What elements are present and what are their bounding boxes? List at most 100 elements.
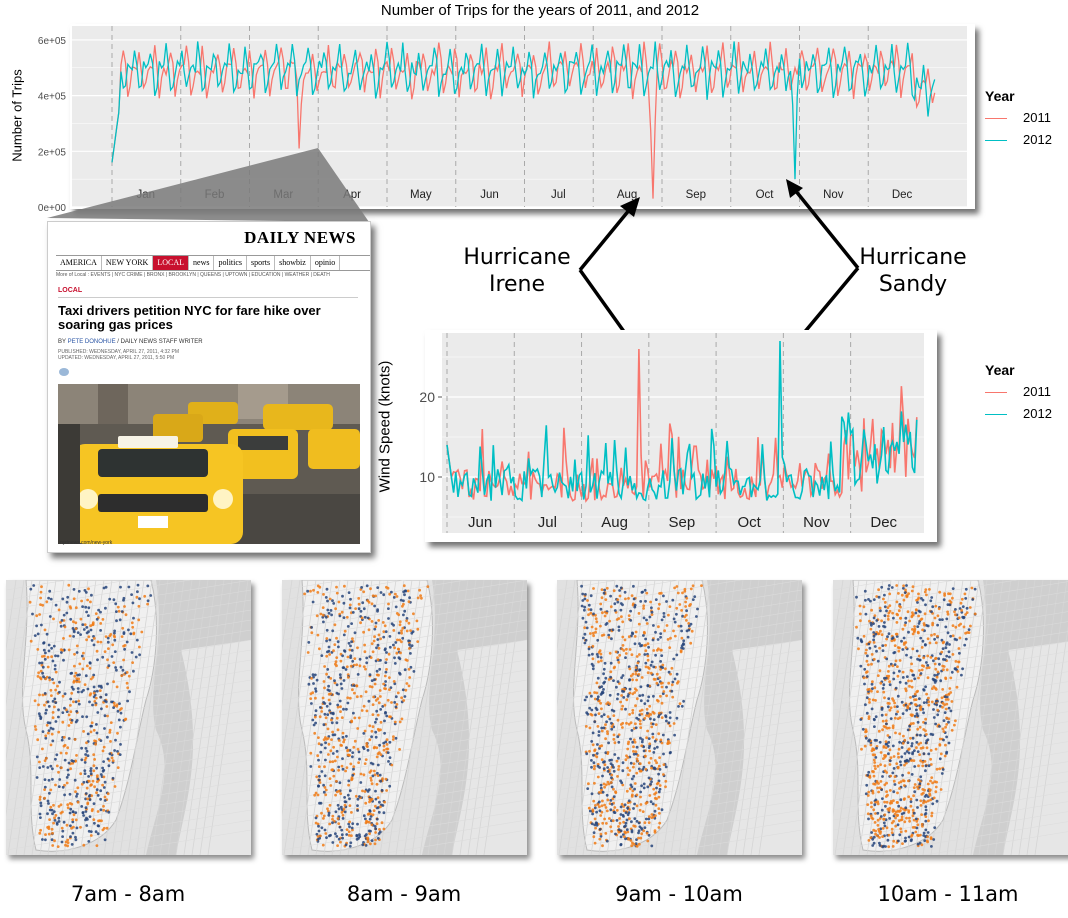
map-pickup-dot [910, 759, 914, 762]
arrow-sandy-down [796, 266, 860, 342]
map-pickup-dot [371, 713, 375, 716]
map-pickup-dot [369, 656, 373, 659]
map-pickup-dot [363, 762, 367, 765]
map-pickup-dot [74, 671, 78, 675]
map-pickup-dot [907, 809, 911, 812]
map-pickup-dot [52, 617, 55, 621]
map-pickup-dot [947, 720, 950, 724]
map-pickup-dot [658, 602, 661, 606]
map-pickup-dot [604, 783, 608, 787]
map-pickup-dot [879, 609, 882, 613]
map-pickup-dot [938, 725, 941, 728]
map-pickup-dot [345, 828, 349, 831]
map-pickup-dot [631, 692, 635, 696]
map-pickup-dot [865, 659, 869, 663]
map-pickup-dot [327, 742, 331, 746]
map-street [750, 580, 792, 855]
map-pickup-dot [112, 701, 116, 705]
map-pickup-dot [361, 843, 365, 847]
map-pickup-dot [72, 759, 75, 763]
map-pickup-dot [324, 793, 328, 797]
map-pickup-dot [930, 633, 933, 637]
map-pickup-dot [872, 808, 876, 812]
map-pickup-dot [591, 644, 595, 648]
map-pickup-dot [388, 784, 392, 788]
map-pickup-dot [889, 706, 893, 710]
map-pickup-dot [317, 765, 321, 768]
map-pickup-dot [584, 638, 588, 642]
map-pickup-dot [602, 688, 605, 691]
map-pickup-dot [362, 630, 365, 634]
map-pickup-dot [897, 839, 900, 843]
map-street [994, 580, 1036, 855]
map-pickup-dot [125, 671, 129, 674]
map-pickup-dot [49, 726, 53, 730]
map-pickup-dot [591, 731, 595, 735]
map-pickup-dot [81, 605, 84, 608]
map-pickup-dot [89, 834, 93, 837]
map-pickup-dot [629, 619, 633, 622]
map-street [282, 580, 293, 652]
map-pickup-dot [642, 786, 646, 790]
map-pickup-dot [888, 763, 892, 766]
map-pickup-dot [616, 735, 620, 739]
map-pickup-dot [934, 641, 938, 645]
map-pickup-dot [118, 753, 122, 756]
map-pickup-dot [350, 719, 353, 723]
map-pickup-dot [612, 766, 615, 769]
map-pickup-dot [48, 676, 51, 680]
map-pickup-dot [884, 719, 888, 723]
map-pickup-dot [350, 640, 353, 644]
map-pickup-dot [379, 753, 383, 756]
map-pickup-dot [348, 820, 351, 824]
map-street [6, 589, 251, 631]
map-pickup-dot [672, 657, 676, 661]
trips-legend: Year 2011 2012 [985, 88, 1065, 152]
news-nav-item: showbiz [275, 256, 311, 270]
map-pickup-dot [619, 586, 623, 590]
map-pickup-dot [336, 705, 340, 709]
map-pickup-dot [62, 637, 65, 640]
map-street [6, 580, 131, 601]
map-pickup-dot [884, 713, 888, 717]
map-pickup-dot [900, 746, 904, 749]
map-pickup-dot [41, 665, 45, 669]
map-pickup-dot [313, 673, 317, 677]
map-pickup-dot [632, 750, 635, 753]
map-pickup-dot [645, 622, 649, 625]
map-pickup-dot [931, 621, 935, 625]
map-pickup-dot [887, 741, 891, 744]
map-pickup-dot [911, 808, 915, 812]
map-street [710, 580, 752, 855]
map-pickup-dot [407, 667, 411, 671]
map-pickup-dot [128, 690, 131, 694]
map-pickup-dot [117, 609, 121, 613]
map-pickup-dot [69, 835, 72, 838]
map-pickup-dot [94, 742, 97, 746]
map-pickup-dot [679, 650, 683, 654]
map-street [833, 580, 897, 591]
map-pickup-dot [916, 842, 920, 846]
map-pickup-dot [642, 604, 646, 608]
map-pickup-dot [41, 603, 45, 607]
map-pickup-dot [396, 691, 400, 695]
map-pickup-dot [888, 680, 891, 684]
map-pickup-dot [879, 681, 883, 685]
map-pickup-dot [378, 773, 382, 777]
map-pickup-dot [68, 802, 72, 805]
map-pickup-dot [346, 749, 349, 753]
map-pickup-dot [887, 845, 891, 849]
map-pickup-dot [643, 702, 647, 705]
map-pickup-dot [659, 632, 663, 635]
map-pickup-dot [405, 682, 409, 685]
map-pickup-dot [382, 635, 386, 639]
map-pickup-dot [67, 773, 70, 777]
map-pickup-dot [957, 660, 961, 664]
map-pickup-dot [113, 650, 117, 653]
map-pickup-dot [358, 664, 362, 668]
map-pickup-dot [331, 730, 334, 734]
map-pickup-dot [384, 630, 388, 633]
map-pickup-dot [320, 743, 323, 747]
map-street [557, 589, 802, 631]
map-pickup-dot [609, 670, 613, 674]
